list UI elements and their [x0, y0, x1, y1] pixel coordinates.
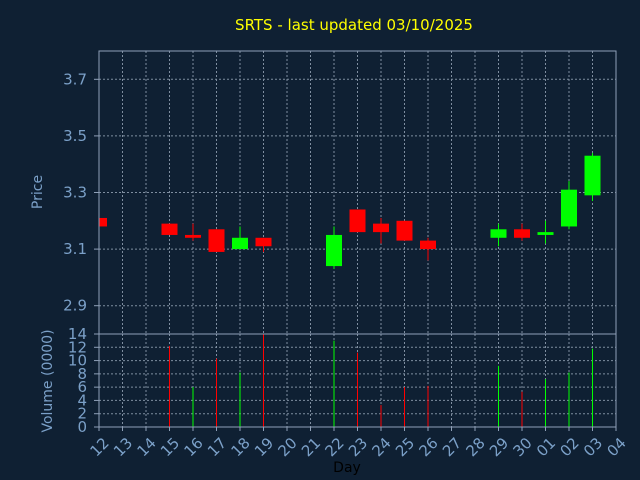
volume-tick-label: 10: [68, 352, 87, 370]
x-tick-label: 23: [345, 434, 371, 460]
price-tick-label: 3.3: [63, 184, 87, 202]
x-tick-label: 19: [251, 434, 277, 460]
volume-axis-label: Volume (0000): [40, 329, 56, 432]
x-tick-label: 13: [110, 434, 136, 460]
x-tick-label: 01: [533, 434, 559, 460]
x-tick-label: 12: [87, 434, 113, 460]
x-tick-label: 28: [463, 434, 489, 460]
candle-body: [514, 229, 530, 238]
x-tick-label: 04: [604, 434, 630, 460]
x-tick-label: 21: [298, 434, 324, 460]
price-axis-label: Price: [30, 175, 46, 209]
x-tick-label: 18: [228, 434, 254, 460]
price-tick-label: 2.9: [63, 297, 87, 315]
candle-body: [396, 220, 413, 241]
candle-body: [326, 234, 342, 267]
x-tick-label: 26: [416, 434, 442, 460]
volume-tick-label: 4: [77, 391, 87, 409]
x-tick-label: 17: [204, 434, 230, 460]
chart-title: SRTS - last updated 03/10/2025: [235, 16, 473, 34]
x-tick-label: 15: [157, 434, 183, 460]
candle-body: [490, 229, 507, 238]
x-tick-label: 03: [580, 434, 606, 460]
candle-body: [255, 237, 272, 247]
x-tick-label: 27: [439, 434, 465, 460]
x-tick-label: 25: [392, 434, 418, 460]
x-tick-labels: 1213141516171819202122232425262728293001…: [87, 427, 630, 460]
volume-tick-label: 6: [77, 378, 87, 396]
candle-body: [373, 223, 389, 233]
price-tick-label: 3.1: [63, 240, 87, 258]
x-tick-label: 22: [322, 434, 348, 460]
candle-body: [161, 223, 178, 235]
candle-body: [584, 155, 601, 196]
volume-tick-label: 2: [77, 405, 87, 423]
candle-body: [208, 229, 225, 252]
price-tick-label: 3.5: [63, 127, 87, 145]
price-panel: 2.9 3.1 3.3 3.5 3.7: [63, 50, 617, 335]
x-tick-label: 02: [557, 434, 583, 460]
x-tick-label: 24: [369, 434, 395, 460]
candle-body: [349, 209, 366, 233]
volume-tick-label: 14: [68, 325, 87, 343]
x-tick-label: 14: [134, 434, 160, 460]
x-tick-label: 29: [486, 434, 512, 460]
x-tick-label: 16: [181, 434, 207, 460]
candle-body: [537, 232, 554, 235]
candle-body: [99, 217, 107, 227]
volume-tick-label: 12: [68, 338, 87, 356]
volume-tick-label: 8: [77, 365, 87, 383]
x-tick-label: 20: [275, 434, 301, 460]
candle-body: [561, 189, 577, 227]
candle-body: [185, 234, 201, 238]
x-tick-label: 30: [510, 434, 536, 460]
volume-tick-label: 0: [77, 418, 87, 436]
price-tick-label: 3.7: [63, 70, 87, 88]
x-axis-label: Day: [333, 460, 361, 476]
candle-body: [420, 240, 436, 250]
candle-body: [232, 237, 248, 250]
